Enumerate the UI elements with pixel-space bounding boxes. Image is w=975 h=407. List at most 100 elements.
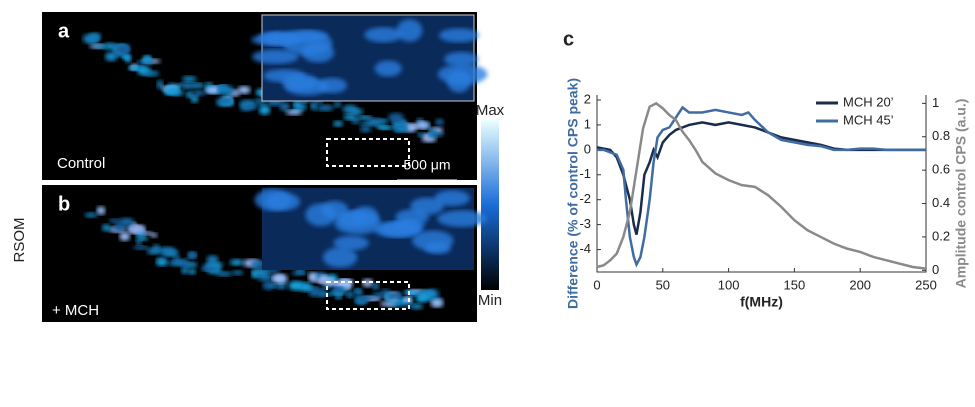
- blob: [362, 278, 374, 288]
- blob: [285, 109, 303, 116]
- blob: [333, 286, 343, 292]
- chart: 0 50 100 150 200 250 -4 -3 -2 -1 0 1 2 0 0.2 0.4 0.6 0.8 1…: [565, 78, 969, 310]
- blob: [410, 303, 424, 310]
- blob: [158, 246, 177, 255]
- blob: [357, 115, 373, 120]
- blob: [394, 125, 410, 133]
- blob: [181, 267, 190, 274]
- y-tick-label: -2: [579, 191, 591, 206]
- blob: [168, 259, 187, 267]
- blob: [430, 298, 444, 308]
- blob: [403, 290, 418, 295]
- blob: [84, 212, 98, 218]
- blob: [428, 128, 437, 139]
- blob: [155, 259, 168, 267]
- blob: [378, 221, 420, 237]
- panel-label: b: [58, 193, 70, 215]
- blob: [135, 239, 143, 246]
- blob: [108, 218, 121, 223]
- blob: [128, 65, 146, 71]
- blob: [186, 91, 194, 99]
- blob: [333, 235, 369, 251]
- blob: [185, 261, 198, 268]
- y-tick-label: -4: [579, 241, 591, 256]
- blob: [322, 247, 358, 268]
- blob: [361, 295, 376, 300]
- legend-label: MCH 20’: [843, 94, 894, 109]
- blob: [415, 120, 430, 130]
- blob: [93, 44, 107, 49]
- blob: [258, 105, 271, 115]
- x-tick-label: 150: [784, 277, 806, 292]
- blob: [190, 94, 199, 103]
- blob: [229, 259, 244, 266]
- blob: [251, 49, 299, 64]
- side-label: RSOM: [11, 218, 28, 263]
- legend-label: MCH 45’: [843, 112, 894, 127]
- blob: [127, 225, 145, 234]
- blob: [232, 270, 244, 276]
- x-tick-label: 200: [849, 277, 871, 292]
- blob: [103, 42, 117, 50]
- blob: [251, 33, 301, 46]
- blob: [348, 108, 364, 116]
- blob: [122, 54, 130, 61]
- blob: [346, 290, 354, 299]
- blob: [374, 60, 402, 77]
- y2-tick-label: 1: [932, 95, 939, 110]
- blob: [334, 210, 382, 235]
- blob: [291, 270, 308, 276]
- x-tick-label: 250: [915, 277, 937, 292]
- blob: [284, 77, 329, 96]
- blob: [217, 84, 227, 91]
- blob: [310, 101, 318, 111]
- colorbar-max: Max: [476, 102, 505, 119]
- blob: [334, 292, 343, 300]
- panel-label: a: [58, 20, 70, 42]
- roi-box: [326, 138, 410, 167]
- blob: [188, 268, 196, 275]
- blob: [152, 244, 160, 253]
- series-line: [596, 101, 927, 270]
- y2-tick-label: 0.6: [932, 162, 950, 177]
- colorbar: [481, 120, 499, 290]
- y2-tick-label: 0.8: [932, 128, 950, 143]
- blob: [245, 103, 258, 111]
- blob: [387, 112, 405, 123]
- y-tick-label: 2: [584, 91, 591, 106]
- blob: [115, 45, 131, 55]
- blob: [263, 69, 306, 83]
- blob: [415, 294, 429, 303]
- blob: [316, 104, 335, 112]
- blob: [343, 113, 357, 121]
- blob: [104, 51, 118, 62]
- blob: [215, 271, 233, 277]
- blob: [354, 289, 364, 297]
- blob: [293, 100, 301, 108]
- blob: [96, 206, 106, 215]
- blob: [141, 56, 152, 64]
- blob: [372, 282, 380, 291]
- blob: [401, 302, 414, 308]
- blob: [437, 210, 488, 227]
- y-axis-label: Difference (% of control CPS peak): [565, 78, 581, 309]
- y2-tick-label: 0.4: [932, 195, 950, 210]
- image-label: Control: [57, 155, 105, 172]
- y2-axis-label: Amplitude control CPS (a.u.): [953, 99, 969, 289]
- blob: [333, 101, 342, 108]
- roi-box: [326, 281, 410, 310]
- x-tick-label: 100: [718, 277, 740, 292]
- blob: [272, 273, 288, 284]
- x-tick-label: 0: [593, 277, 600, 292]
- x-axis-label: f(MHz): [740, 294, 783, 310]
- blob: [279, 102, 291, 112]
- image-label: + MCH: [52, 302, 99, 319]
- blob: [216, 97, 232, 105]
- blob: [265, 192, 301, 211]
- blob: [387, 292, 404, 299]
- blob: [237, 85, 251, 94]
- series-line: [597, 105, 926, 268]
- y2-tick-label: 0.2: [932, 228, 950, 243]
- blob: [168, 86, 180, 96]
